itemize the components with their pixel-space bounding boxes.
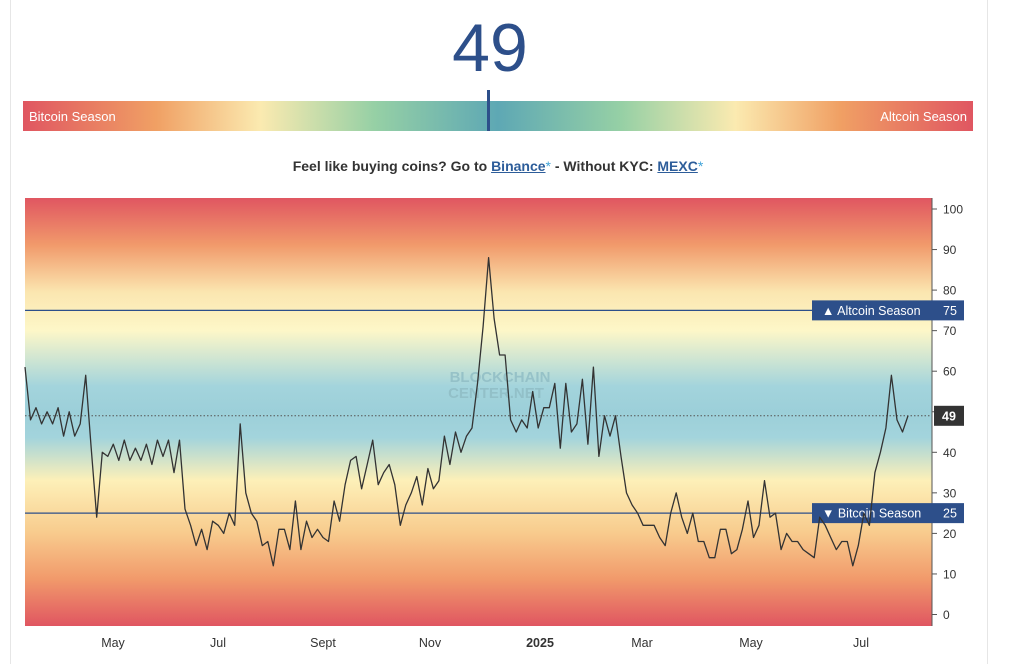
promo-prefix: Feel like buying coins? Go to: [292, 158, 492, 174]
x-tick-label: Sept: [310, 636, 336, 650]
bitcoin-season-label: Bitcoin Season: [29, 109, 116, 124]
y-tick-label: 30: [943, 486, 957, 500]
x-tick-label: Jul: [210, 636, 226, 650]
y-tick-label: 100: [943, 203, 963, 217]
x-tick-label: May: [739, 636, 763, 650]
altcoin-index-line: [24, 257, 909, 567]
reference-badge: 25: [943, 507, 957, 521]
reference-label: ▲ Altcoin Season: [822, 304, 921, 318]
reference-label-box: [812, 300, 936, 321]
mexc-star: *: [697, 158, 704, 174]
watermark-line2: CENTER.NET: [448, 385, 544, 402]
altcoin-season-label: Altcoin Season: [880, 109, 967, 124]
y-tick-label: 0: [943, 608, 950, 622]
y-tick-label: 60: [943, 365, 957, 379]
x-tick-label: Jul: [853, 636, 869, 650]
x-axis-area: [25, 626, 972, 664]
reference-badge: 75: [943, 304, 957, 318]
current-badge-box: [934, 405, 964, 426]
chart-background: [25, 198, 932, 626]
y-tick-label: 40: [943, 446, 957, 460]
reference-label-box: [812, 503, 936, 524]
binance-star: *: [545, 158, 551, 174]
season-gradient-bar: Bitcoin Season Altcoin Season: [23, 90, 973, 131]
reference-badge-box: [936, 300, 964, 321]
mexc-link[interactable]: MEXC: [657, 158, 698, 174]
reference-label: ▼ Bitcoin Season: [822, 507, 921, 521]
x-tick-label: May: [101, 636, 125, 650]
current-badge: 49: [942, 409, 956, 423]
watermark-line1: BLOCKCHAIN: [450, 369, 551, 386]
x-tick-label: 2025: [526, 636, 554, 650]
y-tick-label: 80: [943, 284, 957, 298]
y-tick-label: 90: [943, 243, 957, 257]
current-value-marker: [487, 90, 490, 131]
x-tick-label: Mar: [631, 636, 653, 650]
y-tick-label: 10: [943, 567, 957, 581]
altcoin-index-value: 49: [452, 10, 528, 86]
x-tick-label: Nov: [419, 636, 442, 650]
binance-link[interactable]: Binance: [491, 158, 546, 174]
promo-middle: - Without KYC:: [550, 158, 658, 174]
promo-text: Feel like buying coins? Go to Binance* -…: [0, 158, 996, 174]
reference-badge-box: [936, 503, 964, 524]
y-tick-label: 70: [943, 324, 957, 338]
y-tick-label: 20: [943, 527, 957, 541]
